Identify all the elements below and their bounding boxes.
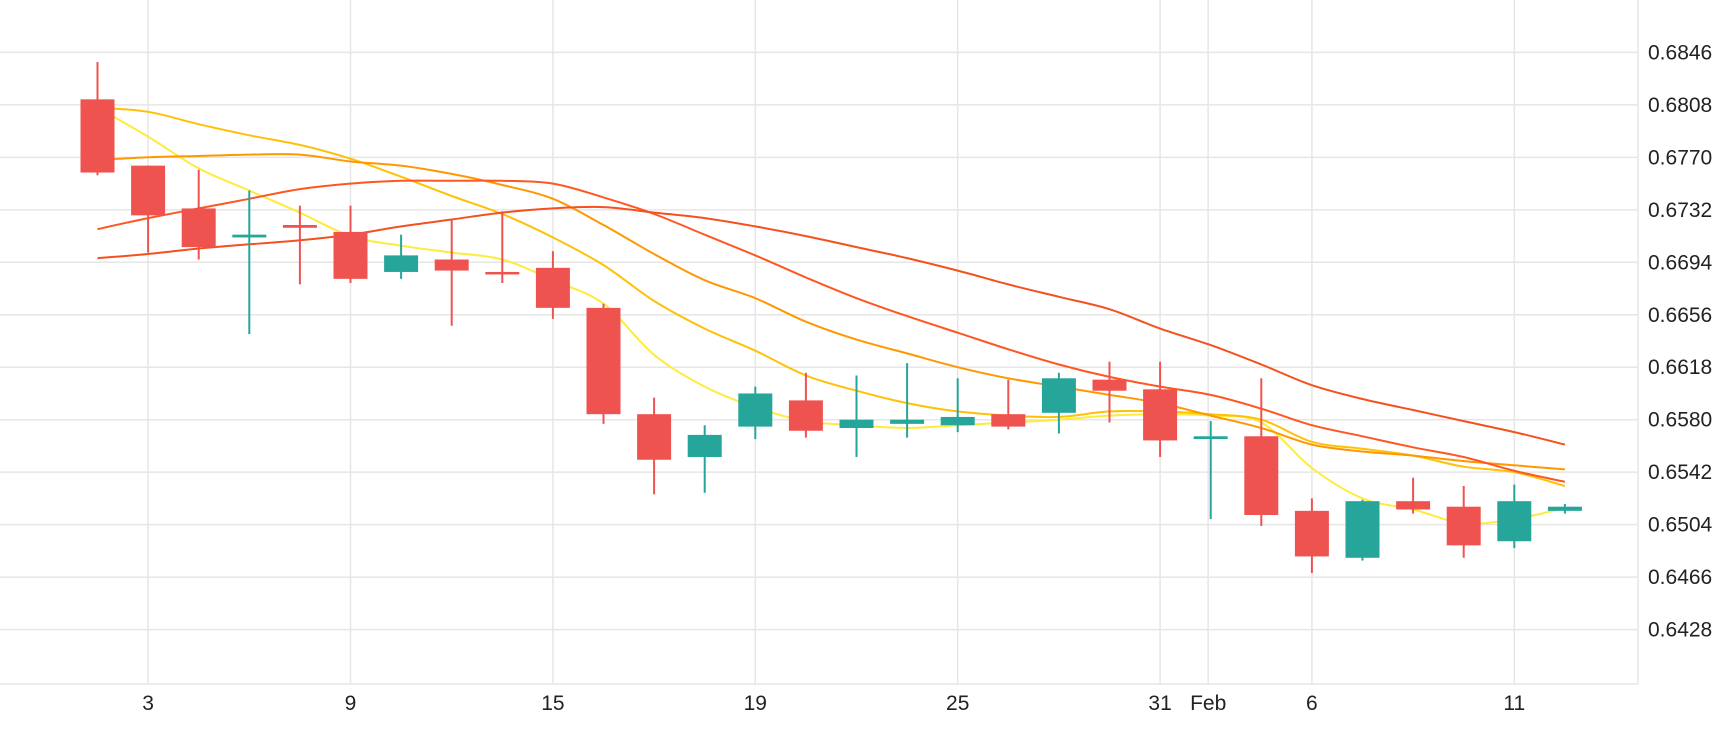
candle-body <box>738 393 773 427</box>
x-tick-label: 25 <box>946 692 969 715</box>
y-axis-ticks: 0.6846 0.6808 0.6770 0.6732 0.6694 0.6656 0.66… <box>1648 41 1713 641</box>
candle-body <box>1041 378 1076 413</box>
candle <box>890 363 925 438</box>
candle <box>1041 372 1076 434</box>
candle <box>1345 499 1380 561</box>
candle-body <box>434 259 469 271</box>
candle <box>1446 485 1481 558</box>
y-tick-label: 0.6580 <box>1648 409 1712 432</box>
candle-body <box>181 208 216 248</box>
candle-body <box>687 434 722 457</box>
candle <box>991 379 1026 430</box>
y-tick-label: 0.6694 <box>1648 251 1713 274</box>
y-tick-label: 0.6466 <box>1648 566 1712 589</box>
moving-average-layer <box>96 106 1566 525</box>
candle <box>586 303 621 424</box>
candle <box>940 378 975 433</box>
candle-body <box>131 165 166 216</box>
candle-body <box>940 416 975 426</box>
candle-body <box>991 414 1026 427</box>
candle-body <box>1345 501 1380 558</box>
candle-body <box>333 231 368 279</box>
x-tick-label: 31 <box>1148 692 1171 715</box>
candle <box>1244 378 1279 527</box>
y-tick-label: 0.6542 <box>1648 461 1712 484</box>
moving-average-line-4 <box>97 179 1566 483</box>
x-tick-label: 6 <box>1306 692 1318 715</box>
candle <box>1497 484 1532 549</box>
grid-layer <box>0 0 1639 685</box>
candle-body <box>1193 436 1228 440</box>
candle-body <box>637 414 672 460</box>
candle-body <box>839 419 874 428</box>
candle-body <box>1143 389 1178 441</box>
y-tick-label: 0.6618 <box>1648 356 1712 379</box>
y-tick-label: 0.6808 <box>1648 94 1712 117</box>
candle-body <box>890 419 925 424</box>
candle <box>1193 421 1228 520</box>
y-tick-label: 0.6428 <box>1648 619 1712 642</box>
candle <box>788 372 823 438</box>
x-axis-ticks: 3 9 15 19 25 31 Feb 6 11 <box>142 692 1525 715</box>
candle-body <box>586 307 621 415</box>
candle-body <box>282 225 317 228</box>
candle-body <box>535 267 570 308</box>
moving-average-line-1 <box>96 106 1566 525</box>
y-tick-label: 0.6770 <box>1648 146 1712 169</box>
candle <box>333 205 368 284</box>
candle-body <box>1092 379 1127 391</box>
candle <box>131 165 166 253</box>
x-tick-label: 19 <box>744 692 767 715</box>
candle-body <box>788 400 823 431</box>
candle <box>839 375 874 457</box>
candle <box>434 219 469 326</box>
candle-body <box>80 99 115 173</box>
candle <box>282 205 317 285</box>
candle-body <box>1396 501 1431 510</box>
candle-body <box>1244 436 1279 515</box>
candle-layer <box>80 62 1582 573</box>
y-tick-label: 0.6846 <box>1648 41 1712 64</box>
candle <box>687 425 722 493</box>
candle <box>1143 361 1178 457</box>
candle <box>738 386 773 440</box>
moving-average-line-2 <box>97 106 1566 487</box>
candle <box>535 251 570 319</box>
candle <box>1396 477 1431 514</box>
candle <box>1092 361 1127 423</box>
candle <box>1547 503 1582 514</box>
candle-body <box>1547 506 1582 511</box>
x-tick-label: 11 <box>1503 692 1525 715</box>
y-tick-label: 0.6504 <box>1648 514 1713 537</box>
candle-body <box>1446 506 1481 546</box>
candle <box>181 169 216 260</box>
candle-body <box>1294 510 1329 557</box>
candle <box>384 234 419 279</box>
candle <box>232 190 267 335</box>
y-tick-label: 0.6732 <box>1648 199 1712 222</box>
x-tick-label: Feb <box>1190 692 1226 715</box>
x-tick-label: 15 <box>541 692 564 715</box>
candle-body <box>485 271 520 275</box>
candle <box>637 397 672 495</box>
moving-average-line-5 <box>97 205 1566 446</box>
moving-average-line-3 <box>97 153 1565 471</box>
y-tick-label: 0.6656 <box>1648 304 1712 327</box>
candle <box>80 62 115 176</box>
candle <box>1294 498 1329 573</box>
candle-body <box>232 234 267 238</box>
candle-body <box>1497 501 1532 542</box>
x-tick-label: 9 <box>345 692 357 715</box>
candle-body <box>384 255 419 272</box>
candle <box>485 211 520 284</box>
x-tick-label: 3 <box>142 692 154 715</box>
